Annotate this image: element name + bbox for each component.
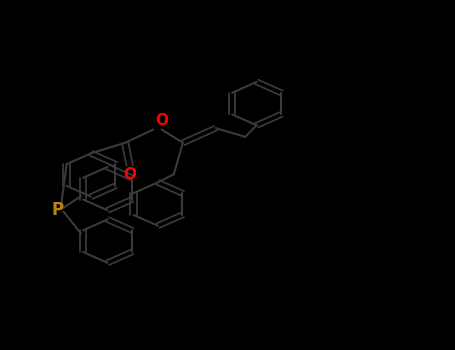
Text: P: P [51, 201, 64, 219]
Text: O: O [155, 113, 168, 128]
Text: O: O [123, 167, 136, 182]
